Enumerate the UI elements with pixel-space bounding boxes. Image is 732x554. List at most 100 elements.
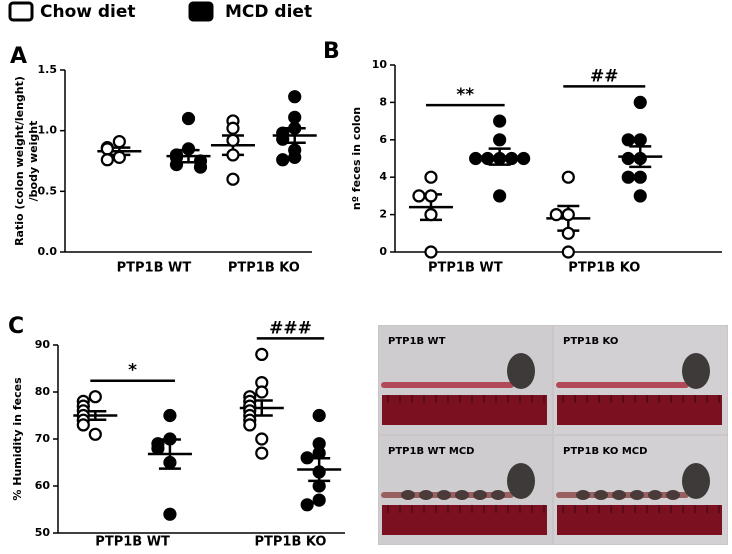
x-tick-label: PTP1B KO xyxy=(254,535,326,550)
panel-label: C xyxy=(8,314,24,339)
data-point xyxy=(112,134,126,149)
data-point xyxy=(181,142,196,156)
data-point xyxy=(424,189,438,203)
data-point xyxy=(493,151,507,166)
cecum xyxy=(682,353,710,389)
data-point xyxy=(633,133,647,147)
significance-label: ## xyxy=(590,66,619,86)
panel-label: A xyxy=(10,44,27,69)
data-point xyxy=(633,95,647,110)
y-axis-label: Ratio (colon weight/lenght) xyxy=(13,76,26,246)
data-point xyxy=(226,121,240,135)
photo-label: PTP1B WT MCD xyxy=(388,446,474,457)
y-tick-label: 0.5 xyxy=(38,184,58,197)
data-point xyxy=(633,189,647,203)
data-point xyxy=(312,479,326,493)
data-point xyxy=(193,160,208,174)
data-point xyxy=(288,121,302,135)
y-tick-label: 1.0 xyxy=(38,124,58,137)
feces xyxy=(630,490,644,500)
y-tick-label: 80 xyxy=(35,385,51,398)
y-tick-label: 2 xyxy=(379,208,387,221)
y-tick-label: 70 xyxy=(35,432,51,445)
cecum xyxy=(682,463,710,499)
data-point xyxy=(76,418,90,432)
data-point xyxy=(226,133,240,147)
data-point xyxy=(561,208,575,222)
x-tick-label: PTP1B WT xyxy=(428,261,503,276)
feces xyxy=(648,490,662,500)
data-point xyxy=(169,158,184,172)
legend-swatch-open xyxy=(8,1,34,22)
data-point xyxy=(300,498,314,512)
y-tick-label: 60 xyxy=(35,479,51,492)
feces xyxy=(437,490,451,500)
data-point xyxy=(561,245,575,259)
data-point xyxy=(424,245,438,259)
panel-label: B xyxy=(323,39,340,64)
data-point xyxy=(493,189,507,203)
significance-label: ### xyxy=(269,318,312,338)
data-point xyxy=(412,189,426,203)
data-point xyxy=(255,385,269,399)
ruler xyxy=(382,505,547,535)
data-point xyxy=(163,507,177,521)
data-point xyxy=(633,170,647,184)
data-point xyxy=(549,208,563,222)
cecum xyxy=(507,353,535,389)
data-point xyxy=(481,151,495,166)
data-point xyxy=(181,111,196,126)
feces xyxy=(455,490,469,500)
data-point xyxy=(288,90,302,104)
y-tick-label: 90 xyxy=(35,338,51,351)
y-tick-label: 8 xyxy=(379,95,387,108)
data-point xyxy=(424,170,438,184)
x-tick-label: PTP1B KO xyxy=(568,261,640,276)
data-point xyxy=(255,432,269,446)
y-axis-label: nº feces in colon xyxy=(350,107,363,210)
y-tick-label: 50 xyxy=(35,526,51,539)
data-point xyxy=(469,151,483,166)
ruler xyxy=(382,395,547,425)
data-point xyxy=(163,432,177,446)
data-point xyxy=(312,408,326,423)
data-point xyxy=(243,418,257,432)
feces xyxy=(491,490,505,500)
y-tick-label: 0.0 xyxy=(38,245,58,258)
data-point xyxy=(312,465,326,479)
y-tick-label: 0 xyxy=(379,245,387,258)
photo-label: PTP1B KO MCD xyxy=(563,446,647,457)
data-point xyxy=(255,446,269,460)
data-point xyxy=(88,390,102,404)
y-tick-label: 6 xyxy=(379,133,387,146)
cecum xyxy=(507,463,535,499)
y-axis-label: /body weight xyxy=(27,121,40,202)
x-tick-label: PTP1B WT xyxy=(117,261,192,276)
feces xyxy=(594,490,608,500)
data-point xyxy=(300,451,314,465)
feces xyxy=(419,490,433,500)
data-point xyxy=(621,151,635,166)
data-point xyxy=(621,170,635,184)
ruler xyxy=(557,505,722,535)
data-point xyxy=(312,446,326,460)
legend-label: MCD diet xyxy=(225,2,312,22)
data-point xyxy=(633,151,647,166)
data-point xyxy=(621,133,635,147)
data-point xyxy=(517,151,531,166)
data-point xyxy=(226,172,240,186)
data-point xyxy=(163,408,177,423)
data-point xyxy=(100,142,114,156)
legend-swatch-filled xyxy=(188,1,214,22)
data-point xyxy=(312,493,326,507)
photo-label: PTP1B KO xyxy=(563,336,618,347)
data-point xyxy=(163,455,177,470)
feces xyxy=(576,490,590,500)
y-tick-label: 10 xyxy=(372,58,388,71)
data-point xyxy=(493,114,507,128)
feces xyxy=(612,490,626,500)
data-point xyxy=(561,170,575,184)
data-point xyxy=(112,150,126,164)
feces xyxy=(401,490,415,500)
